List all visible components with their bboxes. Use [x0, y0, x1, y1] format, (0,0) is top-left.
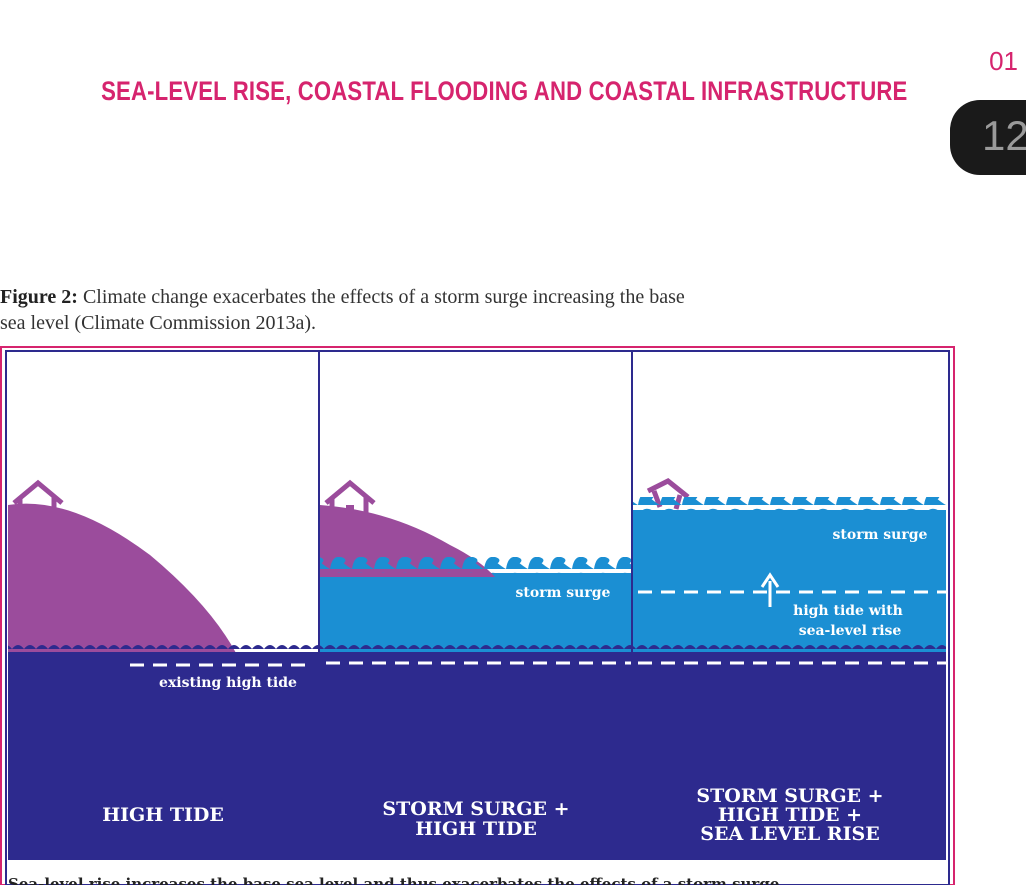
- wave: [633, 497, 946, 513]
- surge-water: [633, 510, 946, 653]
- panel-title: HIGH TIDE +: [718, 804, 862, 826]
- house-door: [346, 505, 354, 517]
- wave: [633, 645, 946, 653]
- page-number: 12: [982, 112, 1026, 159]
- figure: existing high tide HIGH TIDE storm surge…: [0, 346, 955, 885]
- wave: [320, 645, 631, 653]
- figure-border: [0, 346, 955, 885]
- caption-line: Figure 2: Climate change exacerbates the…: [0, 284, 685, 310]
- panel-title: HIGH TIDE: [415, 818, 537, 840]
- rise-arrow: [760, 572, 780, 607]
- figure-caption: Figure 2: Climate change exacerbates the…: [0, 284, 685, 336]
- annotation: sea-level rise: [799, 623, 902, 639]
- deep-water: [633, 652, 946, 860]
- annotation: high tide with: [793, 603, 903, 619]
- caption-text: Climate change exacerbates the effects o…: [82, 286, 685, 308]
- panel-title: HIGH TIDE: [102, 804, 224, 826]
- figure-label: Figure 2:: [0, 286, 78, 308]
- annotation: storm surge: [833, 527, 928, 543]
- surge-water: [320, 573, 631, 653]
- section-number: 01: [989, 46, 1018, 76]
- wave: [8, 645, 318, 653]
- annotation: storm surge: [516, 585, 611, 601]
- deep-water: [8, 652, 318, 860]
- panel-title: SEA LEVEL RISE: [700, 823, 879, 845]
- annotation: existing high tide: [159, 675, 297, 691]
- hill: [8, 503, 236, 653]
- panel-title: STORM SURGE +: [696, 785, 883, 807]
- page-tab: 12: [950, 100, 1026, 175]
- header-title: SEA-LEVEL RISE, COASTAL FLOODING AND COA…: [101, 76, 908, 106]
- panel-title: STORM SURGE +: [382, 798, 569, 820]
- footnote: Sea-level rise increases the base sea le…: [8, 875, 785, 885]
- house-door: [34, 505, 42, 517]
- wave: [320, 557, 631, 573]
- caption-line: sea level (Climate Commission 2013a).: [0, 312, 317, 334]
- deep-water: [320, 652, 631, 860]
